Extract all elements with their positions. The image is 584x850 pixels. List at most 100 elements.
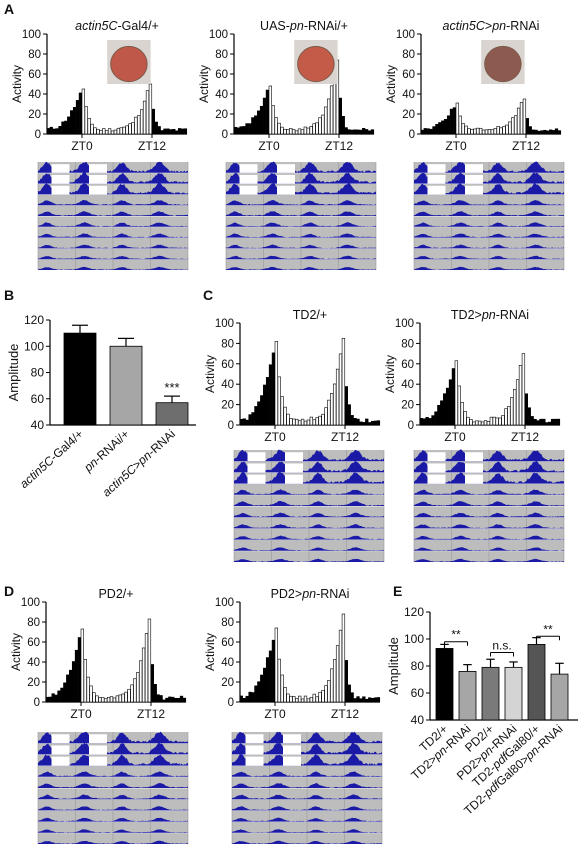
actogram-activity xyxy=(234,558,384,562)
activity-bar xyxy=(277,122,281,135)
activity-bar xyxy=(531,129,535,135)
y-tick-label: 40 xyxy=(221,657,234,669)
actogram-light-gap xyxy=(245,756,264,766)
actogram-light-gap xyxy=(277,174,295,184)
actogram-activity xyxy=(232,742,382,755)
activity-bar xyxy=(350,415,354,426)
comparison-significance: ** xyxy=(543,622,553,636)
activity-bar xyxy=(458,115,462,135)
actogram-light-gap xyxy=(427,174,446,184)
activity-bar xyxy=(265,89,270,135)
activity-bar xyxy=(431,415,435,426)
activity-bar xyxy=(124,691,128,703)
activity-bar xyxy=(521,353,526,426)
actogram-activity xyxy=(414,161,564,173)
actogram-light-gap xyxy=(427,463,446,473)
activity-bar xyxy=(153,684,157,703)
activity-bar xyxy=(254,406,258,426)
activity-bar xyxy=(451,368,456,426)
activity-bar xyxy=(245,695,249,703)
activity-bar xyxy=(370,697,375,703)
activity-bar xyxy=(48,696,52,703)
y-tick-label: 60 xyxy=(221,359,234,371)
actogram-light-gap xyxy=(239,164,258,173)
activity-bar xyxy=(475,420,479,426)
activity-bar xyxy=(254,685,258,703)
x-tick-label: ZT0 xyxy=(445,139,467,153)
activity-bar xyxy=(448,379,453,426)
actogram-light-gap xyxy=(89,164,107,173)
y-tick-label: 20 xyxy=(221,677,234,689)
activity-bar xyxy=(341,116,345,135)
activity-bar xyxy=(140,109,144,135)
actogram-activity xyxy=(38,161,188,173)
y-tick-label: 60 xyxy=(221,637,234,649)
activity-bar xyxy=(373,697,378,703)
activity-bar xyxy=(242,697,246,703)
activity-bar xyxy=(259,105,264,135)
activity-bar xyxy=(515,379,520,426)
activity-bar xyxy=(365,698,369,703)
actogram-activity xyxy=(38,266,188,270)
activity-bar xyxy=(321,114,325,135)
title-part: -RNAi xyxy=(316,587,349,601)
title-part: pn xyxy=(491,19,506,33)
activity-bar xyxy=(90,123,94,135)
activity-bar xyxy=(499,127,503,135)
actogram-activity xyxy=(232,829,382,833)
actogram-activity xyxy=(226,244,376,249)
actogram-activity xyxy=(38,771,188,777)
activity-bar xyxy=(472,421,476,426)
actogram-activity xyxy=(226,200,376,206)
activity-bar xyxy=(545,422,549,426)
actogram-activity xyxy=(38,783,188,788)
activity-bar xyxy=(119,127,123,135)
actogram-light-gap xyxy=(465,185,483,195)
y-tick-label: 80 xyxy=(402,49,415,61)
activity-bar xyxy=(353,698,357,703)
activity-bar xyxy=(557,130,562,135)
activity-bar xyxy=(148,83,153,135)
activity-bar xyxy=(151,108,155,135)
actogram-light-gap xyxy=(89,745,107,755)
y-tick-label: 80 xyxy=(28,49,41,61)
activity-plot-title: actin5C>pn-RNAi xyxy=(443,19,540,33)
activity-bar xyxy=(419,418,423,426)
activity-bar xyxy=(373,420,378,426)
activity-bar xyxy=(539,418,543,426)
activity-plot-title: actin5C-Gal4/+ xyxy=(75,19,159,33)
title-part: UAS- xyxy=(260,19,290,33)
activity-bar xyxy=(527,407,531,426)
activity-bar xyxy=(312,693,316,703)
actogram-light-gap xyxy=(89,756,107,766)
activity-bar xyxy=(344,127,348,135)
y-tick-label: 80 xyxy=(411,659,425,673)
activity-bar xyxy=(239,419,243,426)
activity-bar xyxy=(283,128,287,135)
activity-bar xyxy=(268,364,273,426)
activity-bar xyxy=(110,130,115,135)
actogram-activity xyxy=(414,524,564,529)
activity-bar xyxy=(144,633,149,703)
activity-bar xyxy=(306,127,310,135)
activity-bar xyxy=(72,107,77,135)
activity-bar xyxy=(239,695,243,703)
actogram-light-gap xyxy=(247,463,266,473)
activity-bar xyxy=(502,126,506,135)
activity-bar xyxy=(551,130,556,135)
activity-bar xyxy=(461,123,465,135)
label-part: -RNAi/+ xyxy=(91,427,132,466)
activity-bar xyxy=(312,419,316,426)
actogram-activity xyxy=(414,547,564,551)
label-part: -RNAi xyxy=(145,427,178,459)
actogram-light-gap xyxy=(247,452,266,462)
actogram-light-gap xyxy=(89,734,107,744)
y-tick-label: 40 xyxy=(27,657,40,669)
activity-bar xyxy=(333,383,337,426)
actogram-light-gap xyxy=(277,164,295,173)
activity-bar xyxy=(318,691,322,703)
activity-bar xyxy=(87,117,91,135)
amplitude-ylabel: Amplitude xyxy=(6,344,21,402)
activity-bar xyxy=(268,650,273,703)
activity-bar xyxy=(444,119,448,135)
